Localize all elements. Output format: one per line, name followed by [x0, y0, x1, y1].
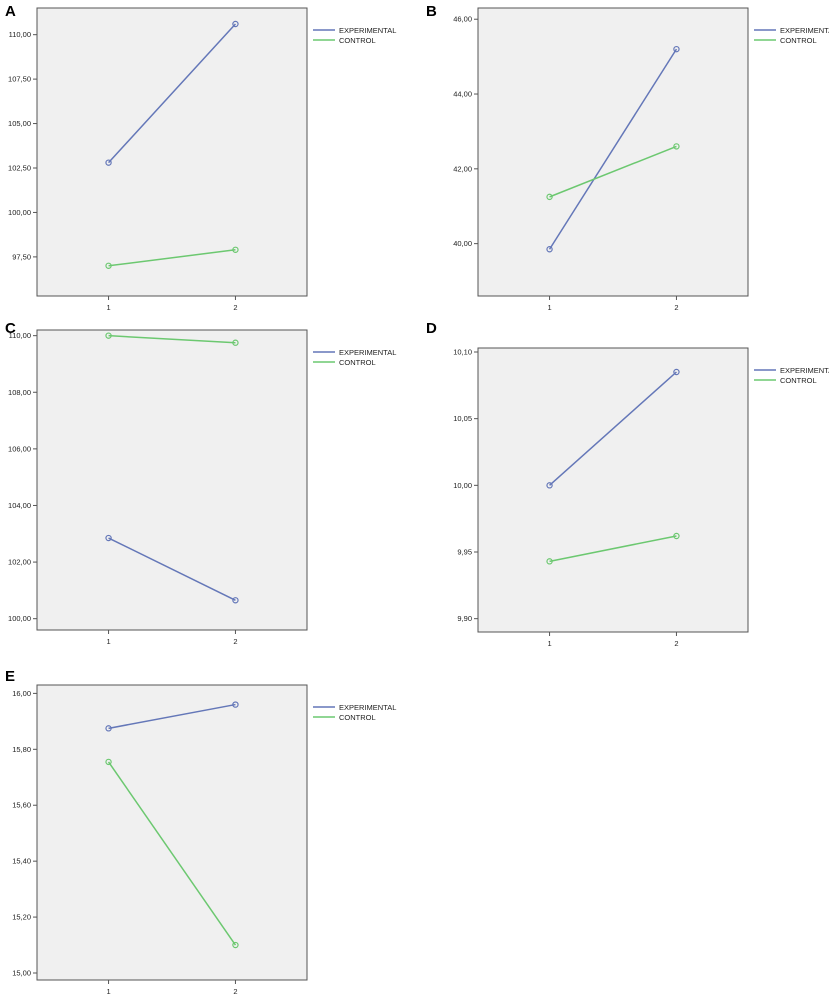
x-tick-label: 2: [674, 639, 678, 648]
y-tick-label: 100,00: [8, 208, 31, 217]
legend-label-experimental: EXPERIMENTAL: [339, 26, 396, 35]
data-point-control: [546, 193, 553, 201]
data-point-control: [232, 339, 239, 346]
y-tick-label: 100,00: [8, 614, 31, 623]
y-tick-label: 102,50: [8, 164, 31, 173]
legend-label-control: CONTROL: [780, 376, 817, 385]
panel-label: C: [5, 320, 16, 337]
y-tick-label: 40,00: [453, 239, 472, 248]
panel-label: E: [5, 668, 15, 685]
x-tick-label: 1: [106, 303, 110, 312]
data-point-control: [105, 758, 112, 766]
panel-d: D 9,90 9,95 10,00 10,05 10,10 1 2 EXPERIMENTALCO…: [426, 320, 829, 648]
y-tick-label: 102,00: [8, 558, 31, 567]
y-tick-label: 104,00: [8, 501, 31, 510]
y-tick-label: 15,40: [12, 857, 31, 866]
y-tick-label: 9,95: [457, 548, 472, 557]
x-tick-label: 1: [547, 639, 551, 648]
series-line-control: [107, 761, 237, 946]
y-tick-label: 9,90: [457, 614, 472, 623]
y-tick-label: 15,00: [12, 969, 31, 978]
data-point-experimental: [673, 45, 680, 53]
y-tick-label: 15,80: [12, 745, 31, 754]
x-tick-label: 1: [106, 637, 110, 646]
series-line-control: [108, 249, 236, 267]
data-point-experimental: [232, 701, 239, 708]
data-point-experimental: [105, 534, 112, 542]
x-tick-label: 1: [106, 987, 110, 994]
data-point-control: [232, 941, 239, 949]
plot-area: [36, 7, 308, 297]
legend-label-control: CONTROL: [339, 36, 376, 45]
y-tick-label: 105,00: [8, 119, 31, 128]
y-tick-label: 42,00: [453, 164, 472, 173]
legend-label-experimental: EXPERIMENTAL: [780, 26, 829, 35]
series-line-experimental: [108, 703, 236, 730]
y-tick-label: 107,50: [8, 75, 31, 84]
x-tick-label: 2: [233, 637, 237, 646]
data-point-experimental: [232, 20, 239, 28]
legend-label-experimental: EXPERIMENTAL: [339, 703, 396, 712]
series-line-experimental: [107, 23, 237, 164]
data-point-experimental: [105, 725, 112, 732]
y-tick-label: 46,00: [453, 15, 472, 24]
plot-area: [36, 329, 308, 631]
data-point-control: [673, 532, 680, 540]
panel-c: C 100,00 102,00 104,00 106,00 108,00 110,00 1 2 E…: [5, 320, 396, 646]
data-point-control: [546, 558, 553, 565]
y-tick-label: 15,60: [12, 801, 31, 810]
data-point-control: [105, 332, 112, 339]
panel-label: B: [426, 3, 437, 20]
data-point-experimental: [546, 482, 553, 489]
data-point-control: [232, 246, 239, 253]
data-point-experimental: [673, 368, 680, 376]
series-line-control: [549, 535, 677, 563]
panel-e: E 15,00 15,20 15,40 15,60 15,80 16,00 1 2 EXPERIM…: [5, 668, 396, 994]
legend-label-control: CONTROL: [780, 36, 817, 45]
y-tick-label: 10,10: [453, 348, 472, 357]
panel-label: D: [426, 320, 437, 337]
y-tick-label: 106,00: [8, 444, 31, 453]
y-tick-label: 10,05: [453, 414, 472, 423]
legend-label-experimental: EXPERIMENTAL: [339, 348, 396, 357]
legend-label-control: CONTROL: [339, 713, 376, 722]
panel-label: A: [5, 3, 16, 20]
plot-area: [36, 684, 308, 981]
legend-label-control: CONTROL: [339, 358, 376, 367]
plot-area: [477, 347, 749, 633]
y-tick-label: 108,00: [8, 388, 31, 397]
series-line-experimental: [108, 537, 236, 601]
series-line-experimental: [548, 48, 678, 250]
y-tick-label: 10,00: [453, 481, 472, 490]
data-point-experimental: [546, 246, 553, 253]
y-tick-label: 16,00: [12, 689, 31, 698]
legend-label-experimental: EXPERIMENTAL: [780, 366, 829, 375]
panel-b: B 40,00 42,00 44,00 46,00 1 2 EXPERIMENTALCONTR…: [426, 3, 829, 312]
data-point-control: [673, 143, 680, 150]
y-tick-label: 97,50: [12, 252, 31, 261]
x-tick-label: 2: [233, 303, 237, 312]
x-tick-label: 1: [547, 303, 551, 312]
panel-a: A 97,50 100,00 102,50 105,00 107,50 110,00 1 2 EX…: [5, 3, 396, 312]
data-point-experimental: [232, 597, 239, 604]
y-tick-label: 44,00: [453, 90, 472, 99]
data-point-experimental: [105, 159, 112, 166]
series-line-experimental: [549, 371, 677, 486]
series-line-control: [108, 334, 236, 344]
x-tick-label: 2: [233, 987, 237, 994]
x-tick-label: 2: [674, 303, 678, 312]
plot-area: [477, 7, 749, 297]
data-point-control: [105, 262, 112, 269]
y-tick-label: 110,00: [9, 331, 31, 340]
y-tick-label: 15,20: [12, 913, 31, 922]
series-line-control: [549, 145, 677, 198]
y-tick-label: 110,00: [9, 30, 31, 39]
